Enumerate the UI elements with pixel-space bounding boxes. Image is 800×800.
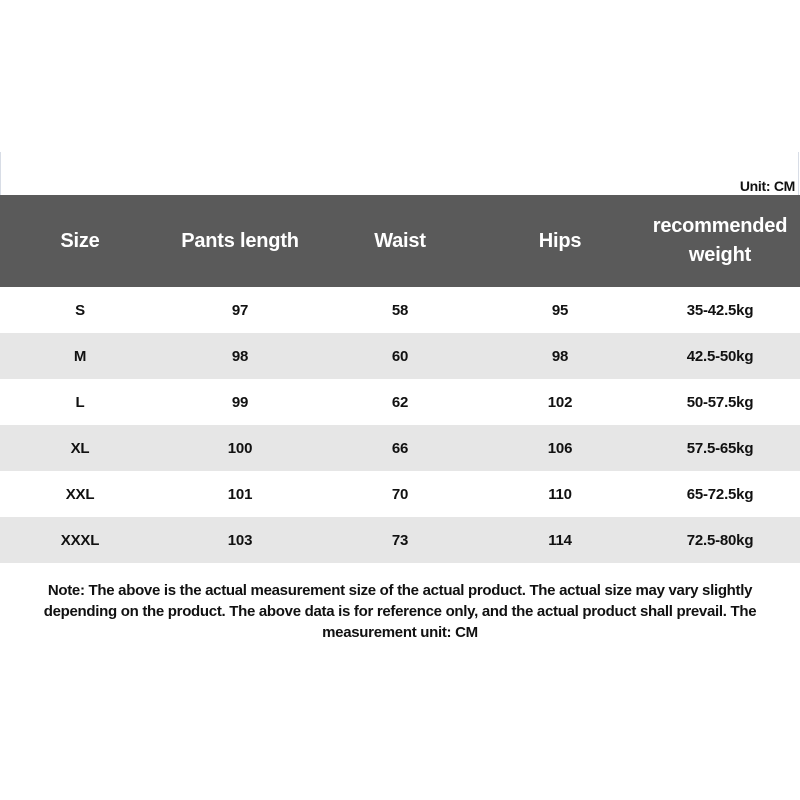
cell-size: XL <box>0 425 160 471</box>
header-pants-length: Pants length <box>160 195 320 287</box>
table-row: XXL 101 70 110 65-72.5kg <box>0 471 800 517</box>
size-chart-table: Size Pants length Waist Hips recommended… <box>0 195 800 563</box>
table-row: M 98 60 98 42.5-50kg <box>0 333 800 379</box>
cell-waist: 58 <box>391 301 409 319</box>
table-row: L 99 62 102 50-57.5kg <box>0 379 800 425</box>
cell-size: XXXL <box>0 517 160 563</box>
cell-pants-length: 97 <box>231 301 249 319</box>
frame-border-right <box>798 152 799 195</box>
cell-hips: 106 <box>480 425 640 471</box>
cell-waist: 70 <box>391 485 409 503</box>
unit-label: Unit: CM <box>739 178 795 194</box>
header-row: Size Pants length Waist Hips recommended… <box>0 195 800 287</box>
cell-recommended-weight: 72.5-80kg <box>640 517 800 563</box>
header-recommended-weight: recommended weight <box>640 195 800 287</box>
cell-size: XXL <box>65 485 95 503</box>
table-row: S 97 58 95 35-42.5kg <box>0 287 800 333</box>
header-hips: Hips <box>480 195 640 287</box>
cell-hips: 98 <box>480 333 640 379</box>
cell-size: M <box>0 333 160 379</box>
table-row: XXXL 103 73 114 72.5-80kg <box>0 517 800 563</box>
table-row: XL 100 66 106 57.5-65kg <box>0 425 800 471</box>
cell-hips: 102 <box>547 393 573 411</box>
cell-recommended-weight: 65-72.5kg <box>686 485 754 503</box>
cell-pants-length: 98 <box>160 333 320 379</box>
cell-recommended-weight: 42.5-50kg <box>640 333 800 379</box>
cell-pants-length: 99 <box>231 393 249 411</box>
cell-waist: 66 <box>320 425 480 471</box>
cell-size: S <box>75 301 85 319</box>
cell-pants-length: 101 <box>227 485 253 503</box>
cell-waist: 60 <box>320 333 480 379</box>
cell-hips: 95 <box>551 301 569 319</box>
cell-waist: 62 <box>391 393 409 411</box>
cell-pants-length: 100 <box>160 425 320 471</box>
cell-pants-length: 103 <box>160 517 320 563</box>
cell-recommended-weight: 50-57.5kg <box>686 393 754 411</box>
note-text: Note: The above is the actual measuremen… <box>43 582 757 641</box>
cell-waist: 73 <box>320 517 480 563</box>
cell-hips: 110 <box>548 485 572 503</box>
frame-border-left <box>0 152 1 195</box>
header-size: Size <box>0 195 160 287</box>
header-waist: Waist <box>320 195 480 287</box>
cell-size: L <box>75 393 85 411</box>
cell-recommended-weight: 35-42.5kg <box>686 301 754 319</box>
cell-recommended-weight: 57.5-65kg <box>640 425 800 471</box>
cell-hips: 114 <box>480 517 640 563</box>
